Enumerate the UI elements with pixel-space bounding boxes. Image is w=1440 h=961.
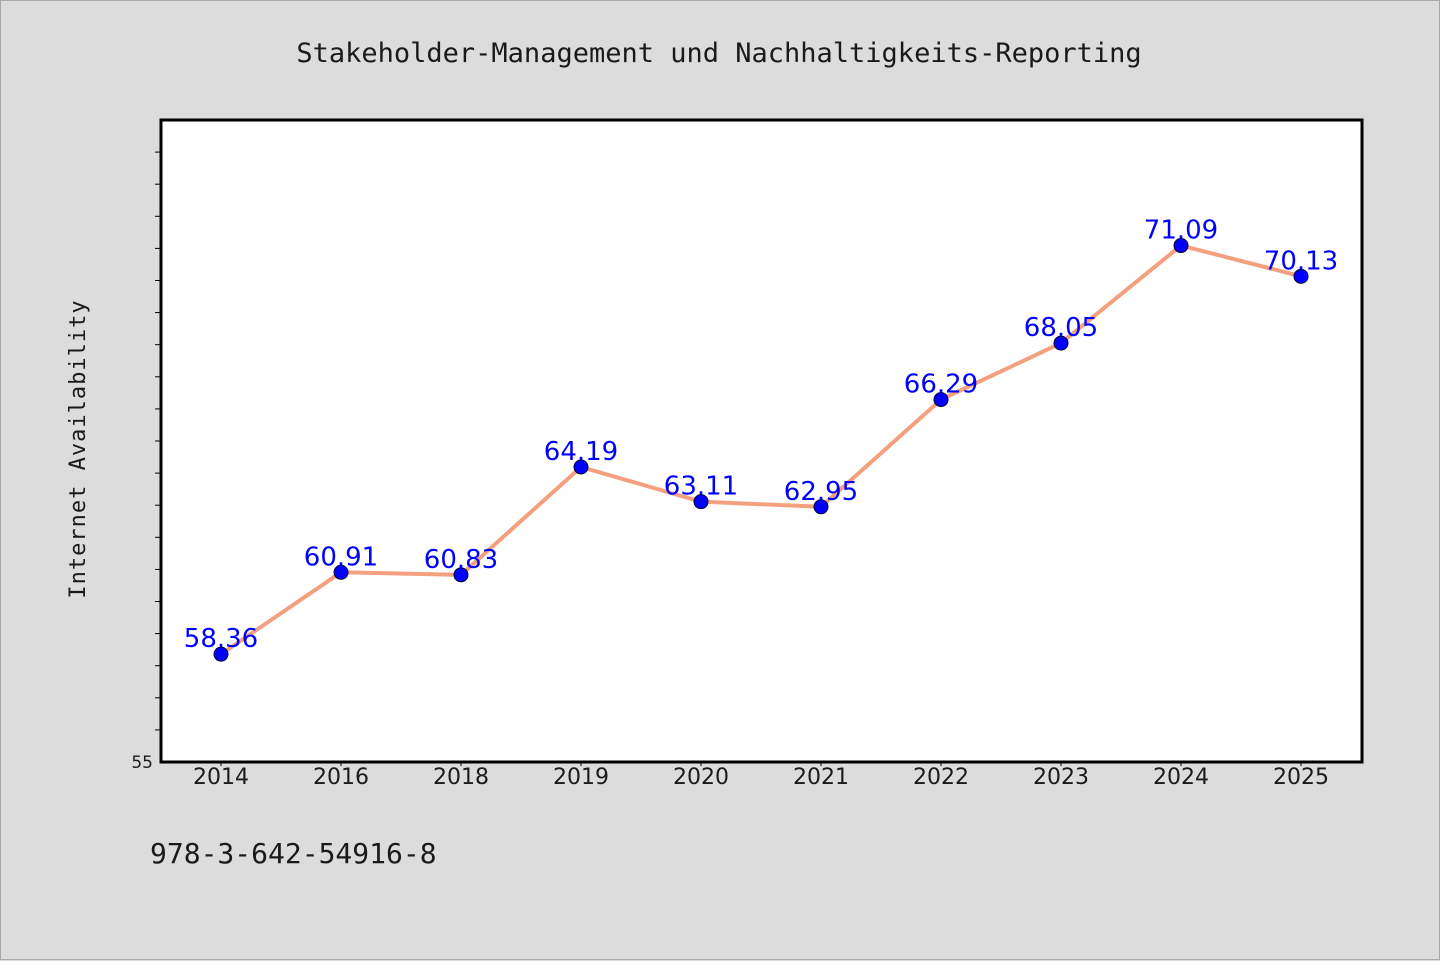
data-point (213, 646, 229, 662)
x-tick-label: 2023 (1033, 765, 1089, 790)
chart-title: Stakeholder-Management und Nachhaltigkei… (296, 38, 1141, 69)
data-point (813, 499, 829, 515)
data-point (1053, 335, 1069, 351)
data-label: 63.11 (664, 472, 738, 502)
data-label: 64.19 (544, 437, 618, 467)
data-point (933, 392, 949, 408)
data-label: 68.05 (1024, 313, 1098, 343)
data-point (573, 459, 589, 475)
y-axis-label: Internet Availability (66, 299, 91, 598)
series-layer (213, 238, 1309, 662)
x-tick-label: 2020 (673, 765, 729, 790)
series-line (219, 243, 1302, 656)
x-axis-ticks: 2014 2016 2018 2019 2020 2021 2022 2023 2024 2025 (193, 762, 1329, 790)
y-tick-label: 55 (131, 753, 153, 773)
x-tick-label: 2016 (313, 765, 369, 790)
x-tick-label: 2021 (793, 765, 849, 790)
data-label: 60.91 (304, 542, 378, 572)
x-tick-label: 2014 (193, 765, 249, 790)
data-label: 62.95 (784, 477, 858, 507)
data-point (693, 494, 709, 510)
x-tick-label: 2025 (1273, 765, 1329, 790)
x-tick-label: 2022 (913, 765, 969, 790)
isbn-footer: 978-3-642-54916-8 (150, 837, 437, 870)
data-label: 71.09 (1144, 216, 1218, 246)
data-label: 58.36 (184, 624, 258, 654)
data-label: 70.13 (1264, 246, 1338, 276)
data-point (333, 564, 349, 580)
x-tick-label: 2018 (433, 765, 489, 790)
data-point (1293, 268, 1309, 284)
x-tick-label: 2024 (1153, 765, 1209, 790)
data-point (453, 567, 469, 583)
data-labels-layer: 58.36 60.91 60.83 64.19 63.11 62.95 66.29 68.05… (184, 216, 1338, 655)
data-label: 66.29 (904, 370, 978, 400)
data-label: 60.83 (424, 545, 498, 575)
x-tick-label: 2019 (553, 765, 609, 790)
y-axis-ticks: 55 (131, 151, 161, 773)
data-point (1173, 238, 1189, 254)
plot-area (159, 118, 1364, 764)
